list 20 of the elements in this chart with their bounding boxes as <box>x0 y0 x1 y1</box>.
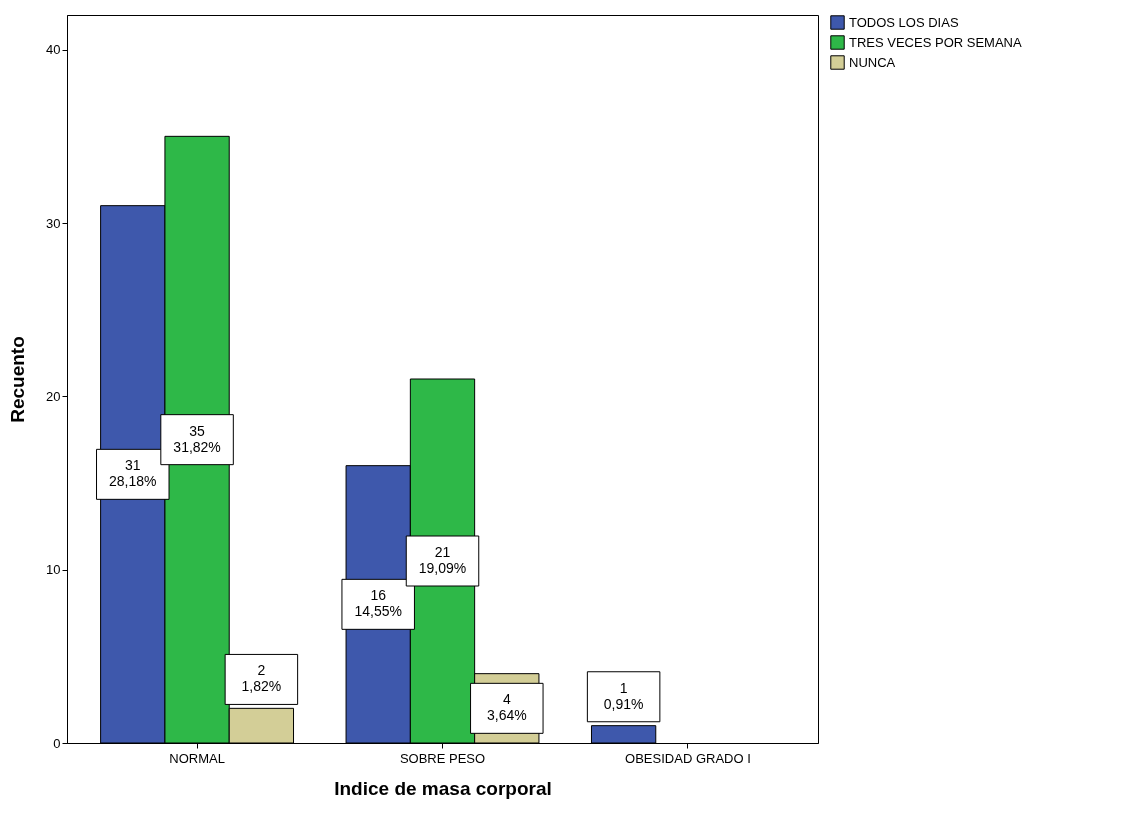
x-tick-label: NORMAL <box>169 750 225 766</box>
data-label: 31 28,18% <box>109 457 157 490</box>
legend-label: NUNCA <box>849 54 896 70</box>
y-tick-label: 10 <box>46 562 61 578</box>
x-tick-label: OBESIDAD GRADO I <box>625 750 751 766</box>
legend-label: TODOS LOS DIAS <box>849 14 959 30</box>
y-tick-label: 30 <box>46 215 61 231</box>
data-label: 21 19,09% <box>418 544 467 576</box>
data-label: 4 3,64% <box>486 691 527 724</box>
data-label: 35 31,82% <box>173 422 221 455</box>
legend-label: TRES VECES POR SEMANA <box>849 34 1022 50</box>
x-axis-title: Indice de masa corporal <box>334 777 552 799</box>
data-label: 16 14,55% <box>354 587 402 620</box>
y-tick-label: 20 <box>46 388 61 404</box>
x-tick-label: SOBRE PESO <box>399 750 486 766</box>
data-label: 1 0,91% <box>603 679 644 712</box>
data-label: 2 1,82% <box>241 662 282 695</box>
y-tick-label: 0 <box>53 735 61 751</box>
y-axis-title: Recuento <box>7 336 29 423</box>
y-tick-label: 40 <box>46 42 61 58</box>
